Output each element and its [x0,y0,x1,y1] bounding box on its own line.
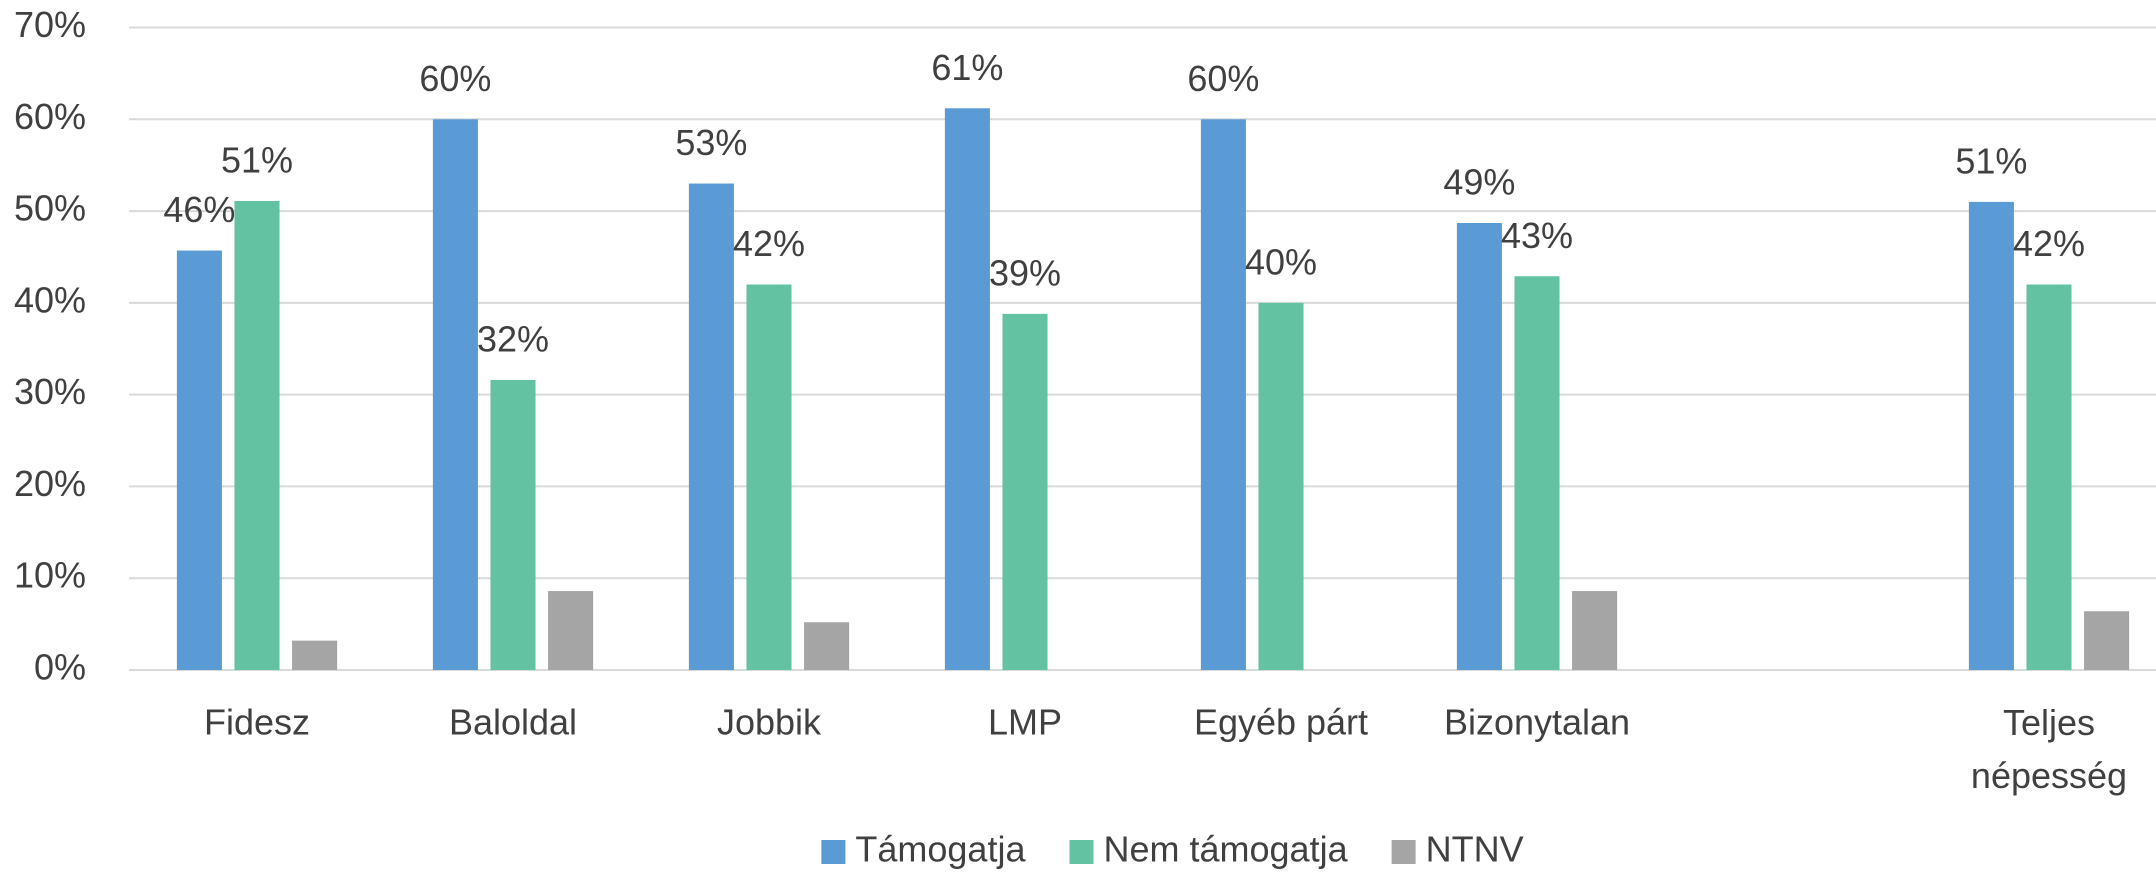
data-label: 46% [163,189,235,230]
data-label: 60% [419,58,491,99]
bar [2084,611,2130,670]
x-tick-label: Baloldal [449,702,577,743]
data-label: 49% [1443,162,1515,203]
legend-swatch [1391,840,1416,864]
x-tick-label: Egyéb párt [1194,702,1368,743]
x-tick-label: Jobbik [717,702,822,743]
y-tick-label: 60% [14,96,86,137]
data-label: 51% [1955,140,2027,181]
bar [2026,284,2072,670]
bar [176,250,222,670]
x-tick-label: Bizonytalan [1444,702,1630,743]
y-tick-label: 30% [14,371,86,412]
y-tick-label: 10% [14,555,86,596]
x-tick-label: LMP [988,702,1062,743]
legend-swatch [821,840,846,864]
data-label: 42% [733,223,805,264]
bar [1968,201,2014,670]
bar [490,379,536,670]
bar [804,622,850,670]
legend-swatch [1069,840,1094,864]
bar [292,640,338,670]
bar [234,200,280,670]
bar [1258,302,1304,670]
y-tick-label: 70% [14,4,86,45]
legend-label: Támogatja [855,829,1026,870]
data-label: 51% [221,139,293,180]
bar [1200,119,1246,671]
legend-label: Nem támogatja [1103,829,1348,870]
data-label: 53% [675,122,747,163]
bar [944,108,990,671]
data-label: 61% [931,47,1003,88]
bar [1514,276,1560,670]
y-tick-label: 40% [14,279,86,320]
data-label: 39% [989,252,1061,293]
bar [1572,591,1618,670]
y-tick-label: 0% [34,647,86,688]
data-label: 43% [1501,215,1573,256]
legend-label: NTNV [1426,829,1524,870]
bar [548,591,594,670]
data-label: 42% [2013,223,2085,264]
bar [432,119,478,671]
data-label: 32% [477,318,549,359]
legend: Támogatja Nem támogatja NTNV [821,829,1524,870]
data-label: 60% [1187,58,1259,99]
x-tick-label: Teljes népesség [1971,702,2127,796]
x-tick-label: Fidesz [204,702,310,743]
data-label: 40% [1245,241,1317,282]
bar [1002,313,1048,670]
y-tick-label: 50% [14,188,86,229]
bar [1456,223,1502,670]
y-tick-label: 20% [14,463,86,504]
bar [688,183,734,671]
bar [746,284,792,670]
